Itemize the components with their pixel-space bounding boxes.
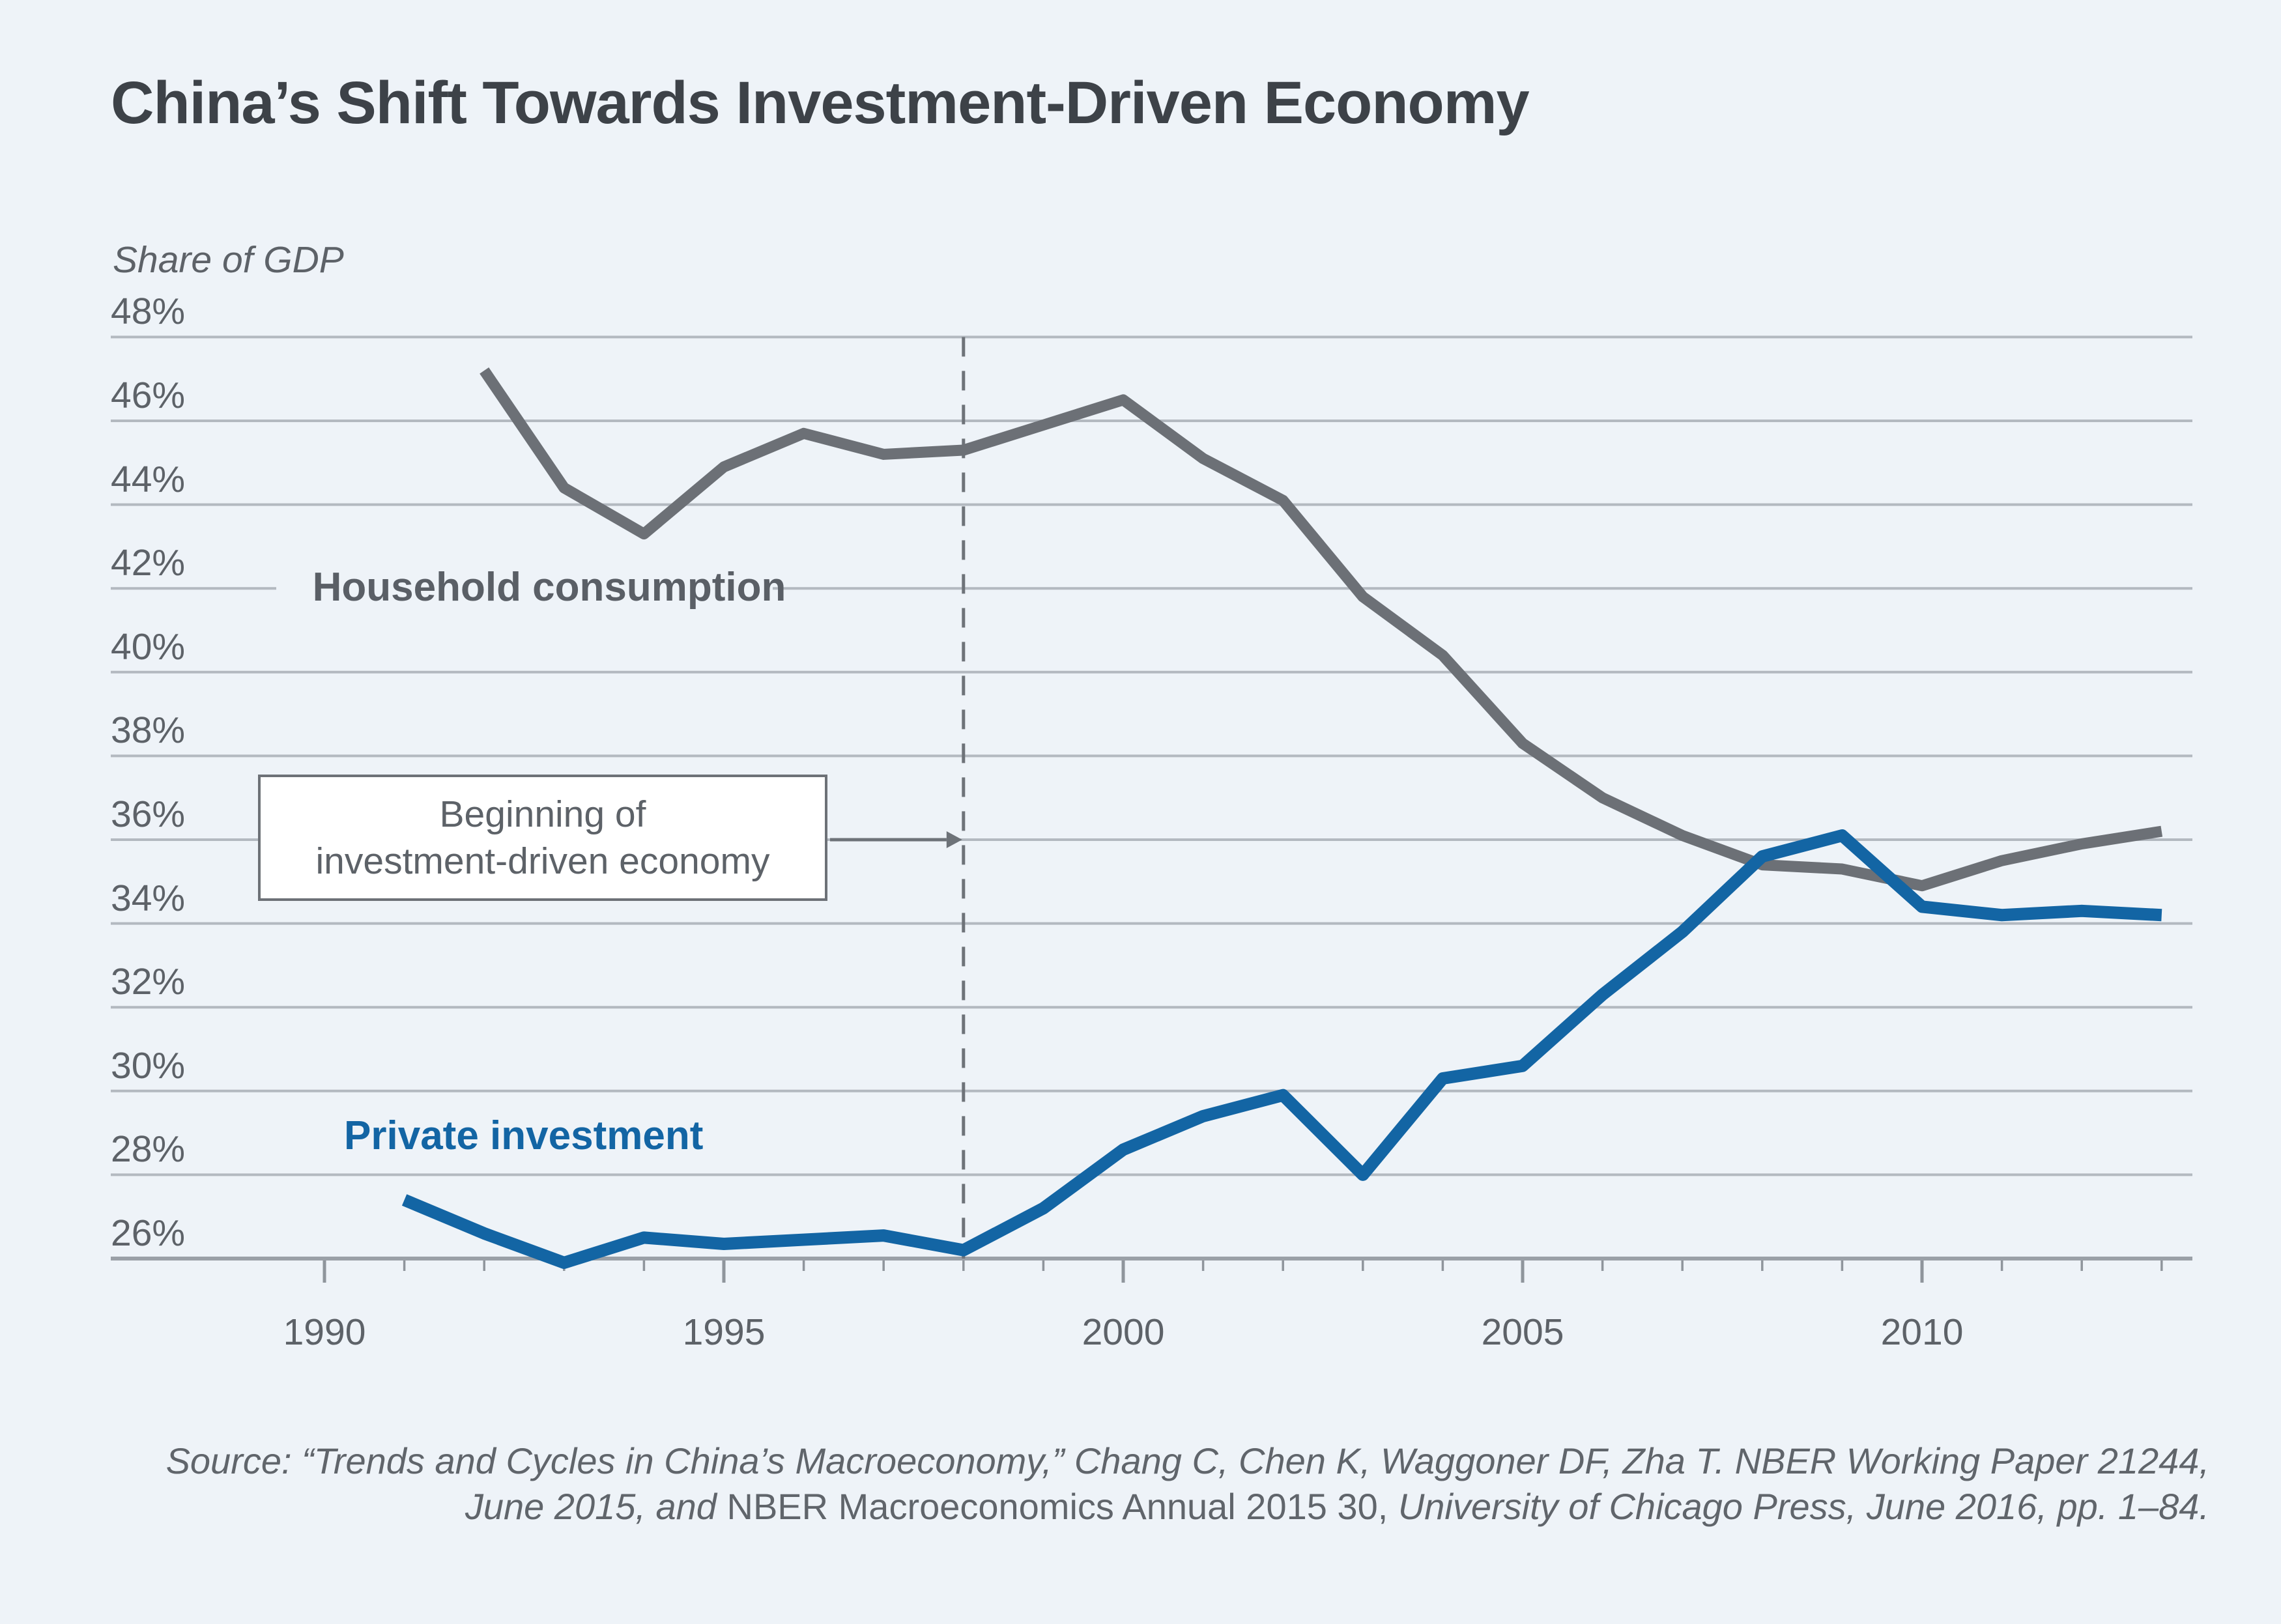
annotation-arrow-head <box>946 831 962 848</box>
annotation-callout-box: Beginning of investment-driven economy <box>258 775 827 901</box>
y-axis-title: Share of GDP <box>113 239 344 281</box>
y-axis-tick-label: 36% <box>111 793 186 835</box>
y-axis-tick-label: 44% <box>111 458 186 500</box>
y-axis-tick-label: 40% <box>111 625 186 668</box>
y-axis-tick-label: 46% <box>111 375 186 416</box>
source-note: Source: “Trends and Cycles in China’s Ma… <box>166 1438 2209 1530</box>
x-axis-tick-label: 2010 <box>1880 1311 1964 1353</box>
y-axis-tick-label: 26% <box>111 1212 186 1254</box>
y-axis-tick-label: 32% <box>111 961 186 1003</box>
annotation-text-line1: Beginning of <box>439 793 646 835</box>
y-axis-tick-label: 30% <box>111 1044 186 1087</box>
series-label-private-investment: Private investment <box>344 1113 704 1158</box>
source-line1: Source: “Trends and Cycles in China’s Ma… <box>165 1440 2209 1481</box>
y-axis-tick-label: 38% <box>111 709 186 752</box>
x-axis-tick-label: 2000 <box>1082 1311 1165 1353</box>
y-axis-tick-label: 48% <box>111 291 186 333</box>
annotation-text-line2: investment-driven economy <box>315 840 770 882</box>
y-axis-tick-label: 34% <box>111 877 186 919</box>
series-line-private-investment <box>401 829 2162 1269</box>
x-axis-tick-label: 1990 <box>283 1311 366 1353</box>
x-axis-tick-label: 2005 <box>1481 1311 1564 1353</box>
series-label-household-consumption: Household consumption <box>312 565 786 610</box>
x-axis-tick-label: 1995 <box>682 1311 766 1353</box>
page-title: China’s Shift Towards Investment-Driven … <box>111 70 1530 136</box>
y-axis-tick-label: 28% <box>111 1128 186 1171</box>
source-line2: June 2015, and NBER Macroeconomics Annua… <box>465 1486 2209 1527</box>
y-axis-tick-label: 42% <box>111 542 186 584</box>
